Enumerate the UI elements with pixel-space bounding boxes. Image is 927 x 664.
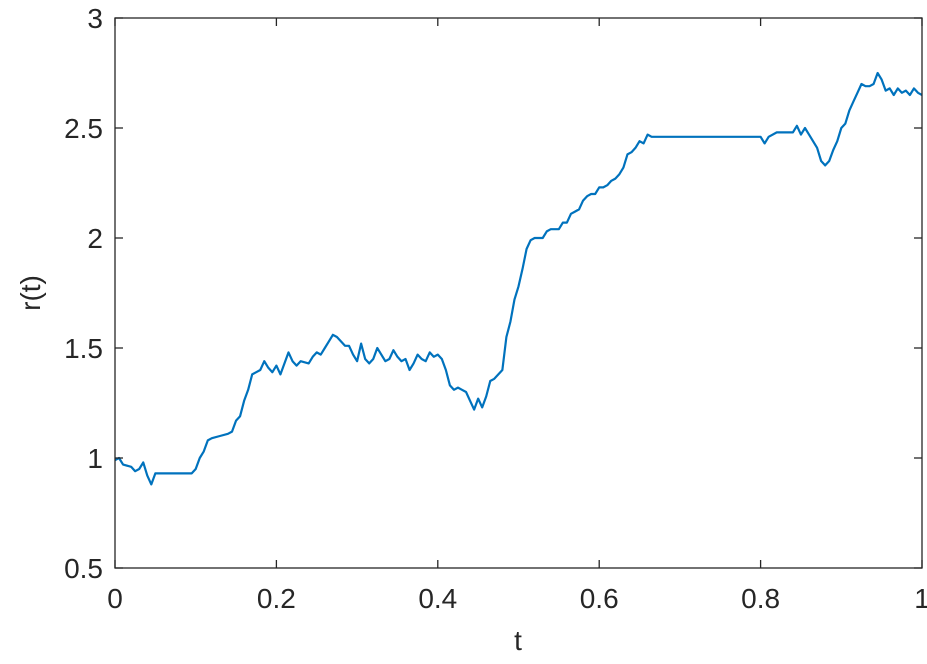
y-tick-label: 1 bbox=[87, 443, 103, 474]
plot-area bbox=[115, 18, 922, 568]
x-axis-label: t bbox=[514, 625, 522, 656]
x-tick-label: 0.6 bbox=[580, 583, 619, 614]
x-tick-label: 0.2 bbox=[257, 583, 296, 614]
y-tick-label: 3 bbox=[87, 3, 103, 34]
y-tick-label: 2 bbox=[87, 223, 103, 254]
y-tick-label: 0.5 bbox=[64, 553, 103, 584]
x-tick-label: 0.4 bbox=[418, 583, 457, 614]
x-tick-label: 0.8 bbox=[741, 583, 780, 614]
y-tick-label: 1.5 bbox=[64, 333, 103, 364]
x-tick-label: 0 bbox=[107, 583, 123, 614]
axes-frame bbox=[114, 17, 923, 569]
x-tick-label: 1 bbox=[914, 583, 927, 614]
y-tick-label: 2.5 bbox=[64, 113, 103, 144]
line bbox=[114, 71, 923, 486]
y-axis-label: r(t) bbox=[15, 275, 46, 311]
